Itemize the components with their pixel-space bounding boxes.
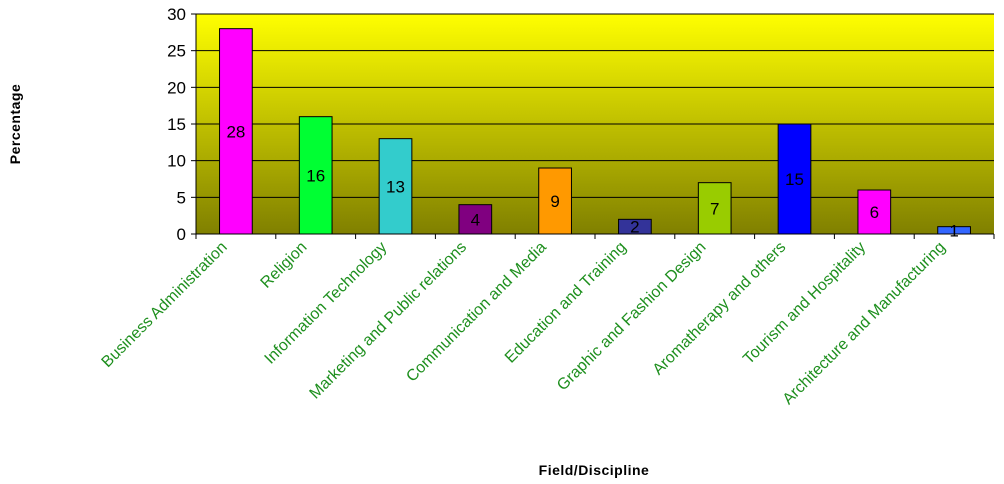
y-tick-label: 0 bbox=[177, 225, 186, 244]
bars bbox=[219, 28, 971, 235]
data-labels: 28 16 13 4 9 2 7 15 6 1 bbox=[226, 122, 958, 240]
bar-value-label: 15 bbox=[785, 170, 804, 189]
bar-value-label: 7 bbox=[710, 199, 719, 218]
y-tick-label: 25 bbox=[167, 42, 186, 61]
y-tick-labels: 0 5 10 15 20 25 30 bbox=[167, 5, 186, 244]
bar-value-label: 16 bbox=[306, 166, 325, 185]
y-axis-title: Percentage bbox=[7, 84, 23, 164]
bar-value-label: 4 bbox=[471, 210, 480, 229]
x-category-label: Aromatherapy and others bbox=[650, 239, 790, 379]
y-tick-label: 10 bbox=[167, 152, 186, 171]
x-tick-labels: Business Administration ReligionInformati… bbox=[99, 239, 949, 408]
bar-value-label: 28 bbox=[226, 122, 245, 141]
x-category-label: Religion bbox=[258, 239, 311, 292]
y-tick-label: 30 bbox=[167, 5, 186, 24]
y-tick-label: 5 bbox=[177, 188, 186, 207]
y-tick-label: 20 bbox=[167, 78, 186, 97]
x-axis-title: Field/Discipline bbox=[539, 462, 650, 478]
bar bbox=[777, 123, 812, 235]
axes bbox=[191, 13, 995, 239]
x-category-label: Marketing and Public relations bbox=[307, 239, 471, 403]
bar-value-label: 2 bbox=[630, 218, 639, 237]
x-category-label: Business Administration bbox=[99, 239, 231, 371]
y-tick-label: 15 bbox=[167, 115, 186, 134]
bar-value-label: 9 bbox=[550, 192, 559, 211]
bar-value-label: 1 bbox=[949, 221, 958, 240]
x-category-label: Communication and Media bbox=[403, 239, 550, 386]
x-category-label: Architecture and Manufacturing bbox=[780, 239, 949, 408]
bar-value-label: 13 bbox=[386, 177, 405, 196]
bar bbox=[219, 28, 253, 235]
bar-value-label: 6 bbox=[870, 203, 879, 222]
x-category-label: Graphic and Fashion Design bbox=[554, 239, 709, 394]
